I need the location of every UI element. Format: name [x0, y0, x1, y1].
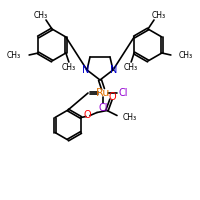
Text: CH₃: CH₃ [152, 10, 166, 20]
Text: CH₃: CH₃ [179, 50, 193, 60]
Text: Cl: Cl [98, 103, 108, 113]
Text: N: N [82, 65, 90, 75]
Text: CH₃: CH₃ [124, 62, 138, 72]
Text: O: O [108, 92, 116, 102]
Text: Cl: Cl [118, 88, 128, 98]
Text: CH₃: CH₃ [62, 62, 76, 72]
Text: CH₃: CH₃ [7, 50, 21, 60]
Text: Ru: Ru [96, 88, 110, 98]
Text: CH₃: CH₃ [123, 113, 137, 122]
Text: N: N [110, 65, 118, 75]
Text: CH₃: CH₃ [34, 10, 48, 20]
Text: O: O [83, 110, 91, 120]
